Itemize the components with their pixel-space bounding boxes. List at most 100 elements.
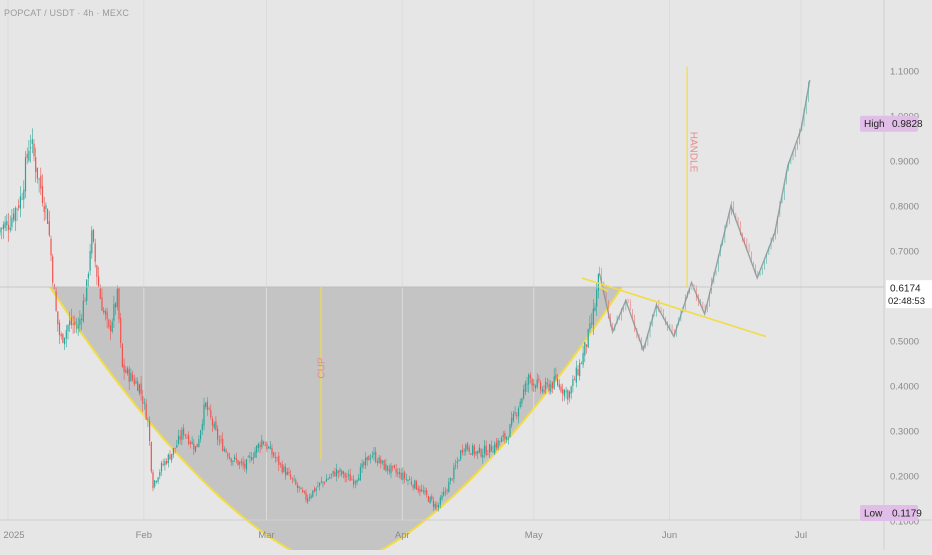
candle-body (485, 445, 487, 456)
candle-body (295, 480, 297, 485)
candle-body (421, 489, 423, 492)
candle-body (458, 460, 460, 462)
candle-body (218, 440, 220, 442)
candle-body (47, 209, 49, 224)
candle-body (111, 321, 113, 332)
candle-body (511, 418, 513, 426)
candle-body (99, 288, 101, 299)
x-tick-label: May (525, 530, 543, 541)
candle-body (11, 217, 13, 228)
candle-body (28, 150, 30, 161)
candle-body (217, 428, 219, 440)
candle-body (302, 489, 304, 492)
low-value: 0.1179 (892, 508, 922, 519)
candle-body (563, 389, 565, 397)
candle-body (30, 147, 32, 149)
candle-body (89, 250, 91, 271)
candle-body (143, 402, 146, 404)
candle-body (264, 445, 266, 446)
candle-body (580, 363, 582, 365)
candle-body (543, 389, 545, 392)
candle-body (412, 484, 414, 488)
candle-body (256, 445, 258, 453)
high-value: 0.9828 (892, 119, 923, 130)
candle-body (4, 222, 6, 229)
candle-body (166, 460, 168, 464)
candle-body (370, 458, 372, 460)
candle-body (494, 444, 496, 454)
candle-body (536, 379, 538, 388)
candle-body (77, 324, 79, 329)
candle-body (269, 446, 271, 449)
candle-body (208, 408, 210, 410)
candle-body (203, 404, 205, 426)
candle-body (36, 167, 38, 179)
candle-body (286, 471, 288, 475)
candle-body (244, 463, 246, 468)
candle-body (40, 175, 42, 189)
candle-body (276, 457, 278, 459)
candle-body (23, 189, 25, 200)
candle-body (524, 383, 526, 392)
candle-body (0, 228, 1, 233)
candle-body (142, 396, 144, 405)
candle-body (38, 178, 40, 180)
candle-body (342, 471, 344, 475)
candle-body (223, 448, 225, 452)
candle-body (400, 472, 402, 479)
candle-body (205, 402, 207, 407)
candle-body (506, 437, 508, 440)
candle-body (557, 378, 559, 386)
candle-body (26, 154, 28, 159)
candle-body (397, 472, 399, 474)
candle-body (98, 276, 100, 287)
high-label: High (864, 119, 885, 130)
candle-body (101, 297, 103, 311)
candle-body (461, 450, 463, 453)
candle-body (380, 459, 382, 464)
candle-body (140, 383, 142, 394)
candle-body (191, 441, 193, 445)
candle-body (41, 186, 44, 204)
candle-body (487, 454, 489, 455)
candle-body (240, 460, 242, 463)
candle-layer (0, 128, 599, 512)
candle-body (477, 450, 479, 454)
candle-body (424, 490, 426, 493)
candle-body (16, 208, 18, 210)
candle-body (113, 303, 115, 321)
candle-body (174, 447, 176, 449)
candle-body (9, 227, 11, 231)
cup-layer (49, 286, 623, 555)
candle-body (478, 447, 480, 453)
candle-body (334, 471, 336, 477)
candle-body (455, 465, 457, 467)
candle-body (288, 471, 290, 474)
candle-body (251, 457, 253, 461)
candle-body (45, 205, 47, 209)
candle-body (404, 472, 406, 479)
candle-body (523, 389, 525, 399)
candle-body (465, 444, 467, 452)
candle-body (147, 419, 149, 421)
candle-body (558, 384, 560, 388)
candle-body (154, 480, 156, 487)
candle-body (307, 498, 309, 502)
candle-body (64, 337, 66, 345)
candle-body (443, 491, 445, 496)
candle-body (347, 474, 350, 476)
candle-body (87, 273, 89, 279)
candle-body (414, 480, 416, 489)
candle-body (108, 319, 110, 328)
candle-body (60, 334, 62, 337)
candle-body (220, 439, 222, 441)
candle-body (432, 500, 435, 507)
candle-body (273, 452, 275, 457)
candle-body (103, 310, 105, 313)
grid-layer (7, 0, 802, 520)
candle-body (312, 490, 314, 497)
candle-body (320, 481, 322, 483)
candle-body (169, 454, 171, 460)
